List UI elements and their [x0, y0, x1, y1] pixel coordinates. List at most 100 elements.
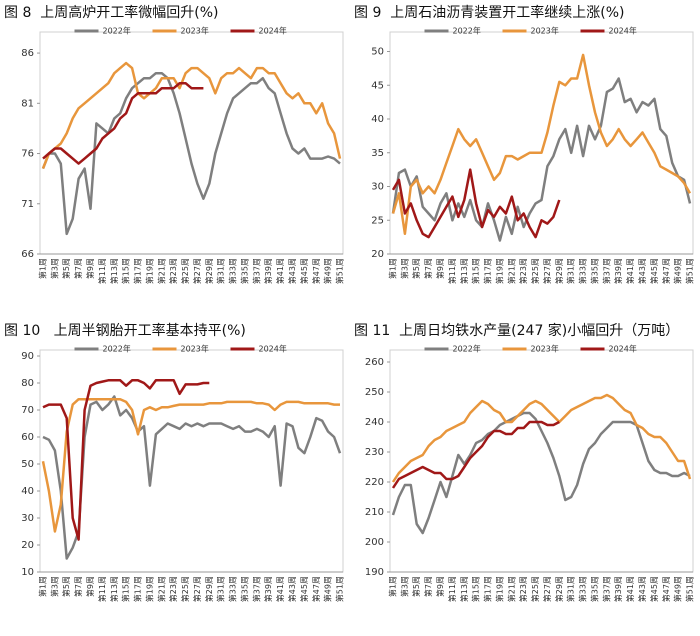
- legend-label: 2022年: [453, 344, 481, 354]
- x-tick-label: 第45周: [299, 576, 309, 602]
- x-tick-label: 第5周: [61, 576, 71, 597]
- x-tick-label: 第11周: [447, 576, 457, 602]
- y-tick-label: 76: [21, 149, 34, 160]
- series-line: [42, 81, 204, 165]
- y-tick-label: 30: [371, 182, 384, 193]
- x-tick-label: 第27周: [192, 576, 202, 602]
- y-tick-label: 20: [371, 249, 384, 260]
- y-tick-label: 66: [21, 249, 34, 260]
- x-tick-label: 第17周: [133, 258, 143, 284]
- chart-title: 图 8 上周高炉开工率微幅回升(%): [4, 4, 218, 21]
- x-tick-label: 第33周: [228, 258, 238, 284]
- x-tick-label: 第1周: [37, 576, 47, 597]
- x-tick-label: 第1周: [387, 258, 397, 279]
- x-tick-label: 第41周: [275, 576, 285, 602]
- x-tick-label: 第15周: [471, 258, 481, 284]
- x-tick-label: 第35周: [589, 576, 599, 602]
- x-tick-label: 第37周: [251, 258, 261, 284]
- x-tick-label: 第37周: [251, 576, 261, 602]
- x-tick-label: 第25周: [530, 576, 540, 602]
- y-tick-label: 240: [365, 417, 384, 428]
- x-tick-label: 第7周: [73, 258, 83, 279]
- x-tick-label: 第21周: [506, 576, 516, 602]
- x-tick-label: 第9周: [435, 576, 445, 597]
- x-tick-label: 第47周: [661, 258, 671, 284]
- x-tick-label: 第35周: [589, 258, 599, 284]
- series-line: [41, 397, 340, 533]
- x-tick-label: 第29周: [204, 258, 214, 284]
- legend-label: 2024年: [259, 26, 287, 36]
- x-tick-label: 第3周: [399, 576, 409, 597]
- series-line: [41, 61, 342, 170]
- x-tick-label: 第39周: [613, 576, 623, 602]
- x-tick-label: 第43周: [637, 258, 647, 284]
- series-line: [391, 393, 692, 483]
- x-tick-label: 第21周: [506, 258, 516, 284]
- y-tick-label: 50: [21, 459, 34, 470]
- x-tick-label: 第7周: [73, 576, 83, 597]
- x-tick-label: 第49周: [323, 258, 333, 284]
- x-tick-label: 第5周: [61, 258, 71, 279]
- legend-label: 2022年: [453, 26, 481, 36]
- x-tick-label: 第23周: [168, 258, 178, 284]
- y-tick-label: 70: [21, 405, 34, 416]
- x-tick-label: 第7周: [423, 258, 433, 279]
- y-tick-label: 220: [365, 477, 384, 488]
- x-tick-label: 第1周: [37, 258, 47, 279]
- legend-label: 2024年: [609, 344, 637, 354]
- x-tick-label: 第49周: [323, 576, 333, 602]
- x-tick-label: 第29周: [204, 576, 214, 602]
- x-tick-label: 第17周: [133, 576, 143, 602]
- x-tick-label: 第45周: [649, 258, 659, 284]
- x-tick-label: 第23周: [518, 576, 528, 602]
- x-tick-label: 第31周: [216, 576, 226, 602]
- x-tick-label: 第51周: [335, 258, 345, 284]
- y-tick-label: 25: [371, 215, 384, 226]
- x-tick-label: 第9周: [85, 258, 95, 279]
- x-tick-label: 第1周: [387, 576, 397, 597]
- y-tick-label: 10: [21, 567, 34, 578]
- y-tick-label: 90: [21, 351, 34, 362]
- series-line: [391, 411, 691, 535]
- x-tick-label: 第51周: [685, 258, 695, 284]
- x-tick-label: 第13周: [109, 258, 119, 284]
- x-tick-label: 第13周: [109, 576, 119, 602]
- series-line: [391, 168, 561, 239]
- x-tick-label: 第9周: [85, 576, 95, 597]
- series-line: [391, 420, 560, 489]
- x-tick-label: 第25周: [180, 258, 190, 284]
- x-tick-label: 第13周: [459, 258, 469, 284]
- y-tick-label: 30: [21, 513, 34, 524]
- x-tick-label: 第7周: [423, 576, 433, 597]
- x-tick-label: 第11周: [97, 576, 107, 602]
- y-tick-label: 50: [371, 47, 384, 58]
- x-tick-label: 第43周: [287, 576, 297, 602]
- x-tick-label: 第51周: [685, 576, 695, 602]
- y-tick-label: 40: [21, 486, 34, 497]
- x-tick-label: 第37周: [601, 576, 611, 602]
- x-tick-label: 第27周: [542, 258, 552, 284]
- x-tick-label: 第39周: [263, 576, 273, 602]
- x-tick-label: 第33周: [228, 576, 238, 602]
- x-tick-label: 第33周: [578, 258, 588, 284]
- legend-label: 2023年: [181, 26, 209, 36]
- x-tick-label: 第25周: [530, 258, 540, 284]
- x-tick-label: 第13周: [459, 576, 469, 602]
- x-tick-label: 第47周: [311, 576, 321, 602]
- x-tick-label: 第21周: [156, 258, 166, 284]
- series-line: [42, 395, 342, 560]
- x-tick-label: 第49周: [673, 258, 683, 284]
- chart-title: 图 9 上周石油沥青装置开工率继续上涨(%): [354, 4, 624, 21]
- x-tick-label: 第5周: [411, 258, 421, 279]
- x-tick-label: 第15周: [121, 576, 131, 602]
- x-tick-label: 第37周: [601, 258, 611, 284]
- x-tick-label: 第43周: [637, 576, 647, 602]
- series-line: [391, 77, 692, 242]
- y-tick-label: 35: [371, 148, 384, 159]
- x-tick-label: 第3周: [49, 576, 59, 597]
- x-tick-label: 第27周: [192, 258, 202, 284]
- series-line: [391, 53, 692, 236]
- chart-title: 图 11 上周日均铁水产量(247 家)小幅回升（万吨）: [354, 322, 679, 339]
- x-tick-label: 第35周: [239, 576, 249, 602]
